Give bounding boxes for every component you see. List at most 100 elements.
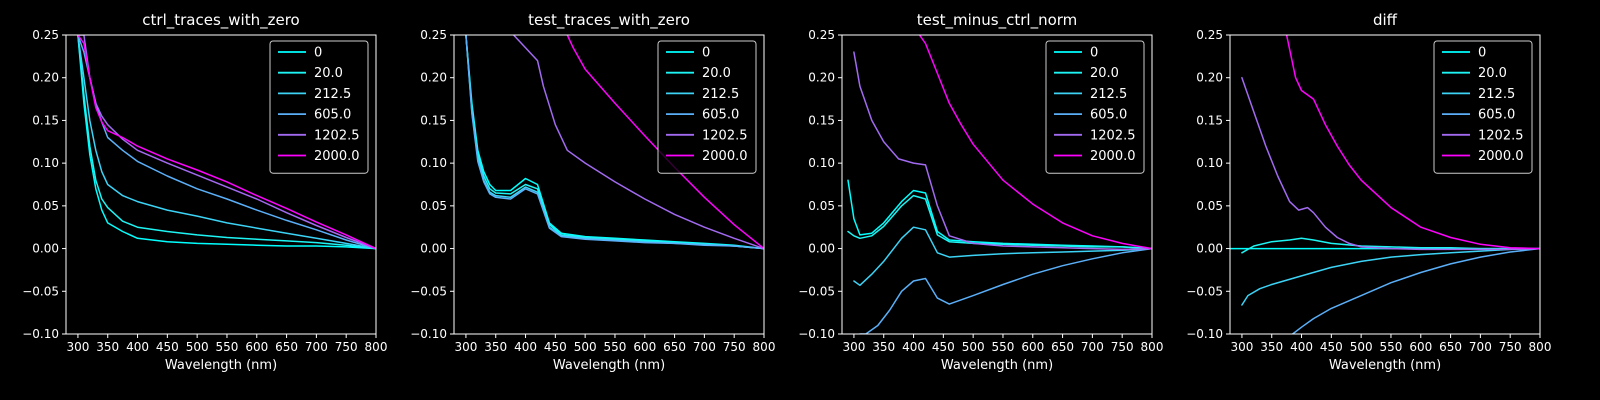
series-line-605.0 bbox=[1291, 247, 1540, 334]
x-tick-label: 300 bbox=[842, 340, 865, 354]
legend: 0 20.0 212.5 605.0 1202.5 2000.0 bbox=[269, 40, 369, 174]
y-tick-label: 0.05 bbox=[32, 199, 59, 213]
plot-frame bbox=[65, 34, 377, 335]
series-line-1202.5 bbox=[1241, 76, 1540, 251]
chart-panel-4: 300 350 400 450 500 550 600 650 700 750 800 −0.10 −0… bbox=[1186, 11, 1551, 373]
y-tick-label: 0.10 bbox=[32, 156, 59, 170]
x-tick-label: 500 bbox=[1350, 340, 1373, 354]
x-tick-label: 350 bbox=[872, 340, 895, 354]
plot-frame bbox=[453, 34, 765, 335]
series-line-1202.5 bbox=[512, 35, 764, 250]
y-tick-label: 0.05 bbox=[808, 199, 835, 213]
legend-entry: 20.0 bbox=[1478, 66, 1507, 81]
chart-title: test_minus_ctrl_norm bbox=[917, 11, 1078, 30]
y-tick-label: 0.00 bbox=[808, 242, 835, 256]
y-tick-label: 0.10 bbox=[420, 156, 447, 170]
x-tick-label: 400 bbox=[126, 340, 149, 354]
chart-panel-3: 300 350 400 450 500 550 600 650 700 750 800 −0.10 −0… bbox=[798, 11, 1163, 373]
y-tick-label: 0.05 bbox=[420, 199, 447, 213]
chart-title: ctrl_traces_with_zero bbox=[142, 11, 299, 30]
series-line-605.0 bbox=[859, 247, 1152, 334]
chart-panel-1: 300 350 400 450 500 550 600 650 700 750 800 −0.10 −0… bbox=[22, 11, 387, 373]
series-line-20.0 bbox=[1241, 237, 1540, 254]
x-tick-label: 700 bbox=[693, 340, 716, 354]
y-tick-label: 0.25 bbox=[32, 28, 59, 42]
legend-entry: 0 bbox=[1090, 46, 1098, 61]
legend-entry: 20.0 bbox=[702, 66, 731, 81]
x-tick-label: 600 bbox=[1021, 340, 1044, 354]
x-tick-label: 550 bbox=[992, 340, 1015, 354]
y-tick-label: −0.05 bbox=[22, 284, 59, 298]
x-tick-label: 450 bbox=[932, 340, 955, 354]
series-line-20.0 bbox=[77, 35, 376, 250]
x-tick-label: 750 bbox=[1111, 340, 1134, 354]
chart-title: diff bbox=[1373, 11, 1398, 29]
y-tick-label: −0.05 bbox=[410, 284, 447, 298]
plot-frame bbox=[1229, 34, 1541, 335]
y-tick-label: 0.00 bbox=[420, 242, 447, 256]
x-tick-label: 400 bbox=[514, 340, 537, 354]
legend-box bbox=[269, 40, 369, 174]
legend: 0 20.0 212.5 605.0 1202.5 2000.0 bbox=[657, 40, 757, 174]
x-tick-label: 800 bbox=[1141, 340, 1164, 354]
legend-entry: 605.0 bbox=[314, 108, 351, 123]
legend-entry: 605.0 bbox=[1478, 108, 1515, 123]
series-line-2000.0 bbox=[1285, 35, 1540, 250]
x-tick-label: 500 bbox=[186, 340, 209, 354]
x-tick-label: 650 bbox=[663, 340, 686, 354]
series-group bbox=[465, 35, 764, 250]
legend-entry: 605.0 bbox=[1090, 108, 1127, 123]
x-tick-label: 700 bbox=[1081, 340, 1104, 354]
x-tick-label: 450 bbox=[1320, 340, 1343, 354]
x-tick-label: 550 bbox=[1380, 340, 1403, 354]
chart-panel-2: 300 350 400 450 500 550 600 650 700 750 800 −0.10 −0… bbox=[410, 11, 775, 373]
x-tick-label: 400 bbox=[1290, 340, 1313, 354]
legend-entry: 1202.5 bbox=[1090, 128, 1136, 143]
legend-entry: 212.5 bbox=[702, 87, 739, 102]
x-tick-label: 350 bbox=[484, 340, 507, 354]
x-tick-label: 700 bbox=[1469, 340, 1492, 354]
y-tick-label: 0.25 bbox=[1196, 28, 1223, 42]
y-tick-label: 0.20 bbox=[1196, 71, 1223, 85]
legend: 0 20.0 212.5 605.0 1202.5 2000.0 bbox=[1433, 40, 1533, 174]
series-line-605.0 bbox=[465, 35, 764, 250]
series-line-0 bbox=[465, 35, 764, 250]
x-tick-label: 300 bbox=[454, 340, 477, 354]
x-tick-label: 650 bbox=[1439, 340, 1462, 354]
y-tick-label: 0.25 bbox=[808, 28, 835, 42]
y-tick-label: 0.00 bbox=[32, 242, 59, 256]
legend-box bbox=[1433, 40, 1533, 174]
y-tick-label: 0.10 bbox=[808, 156, 835, 170]
legend-entry: 212.5 bbox=[314, 87, 351, 102]
y-tick-label: 0.00 bbox=[1196, 242, 1223, 256]
legend-entry: 20.0 bbox=[1090, 66, 1119, 81]
y-tick-label: −0.10 bbox=[410, 327, 447, 341]
x-axis-label: Wavelength (nm) bbox=[1329, 358, 1441, 373]
series-line-212.5 bbox=[1241, 247, 1540, 306]
x-tick-label: 600 bbox=[633, 340, 656, 354]
x-tick-label: 750 bbox=[723, 340, 746, 354]
series-line-0 bbox=[77, 35, 376, 250]
legend-entry: 2000.0 bbox=[314, 149, 360, 164]
x-tick-label: 600 bbox=[1409, 340, 1432, 354]
legend-entry: 1202.5 bbox=[314, 128, 360, 143]
y-tick-label: 0.10 bbox=[1196, 156, 1223, 170]
x-tick-label: 500 bbox=[962, 340, 985, 354]
y-tick-label: 0.15 bbox=[1196, 113, 1223, 127]
legend-entry: 605.0 bbox=[702, 108, 739, 123]
x-tick-label: 500 bbox=[574, 340, 597, 354]
x-tick-label: 600 bbox=[245, 340, 268, 354]
y-tick-label: −0.05 bbox=[798, 284, 835, 298]
x-axis-label: Wavelength (nm) bbox=[165, 358, 277, 373]
y-tick-label: 0.15 bbox=[808, 113, 835, 127]
legend-entry: 0 bbox=[1478, 46, 1486, 61]
legend-entry: 0 bbox=[314, 46, 322, 61]
series-line-2000.0 bbox=[77, 35, 376, 250]
x-tick-label: 450 bbox=[156, 340, 179, 354]
x-tick-label: 550 bbox=[216, 340, 239, 354]
series-group bbox=[77, 35, 376, 250]
y-tick-label: 0.15 bbox=[420, 113, 447, 127]
y-tick-label: 0.20 bbox=[32, 71, 59, 85]
y-tick-label: 0.25 bbox=[420, 28, 447, 42]
